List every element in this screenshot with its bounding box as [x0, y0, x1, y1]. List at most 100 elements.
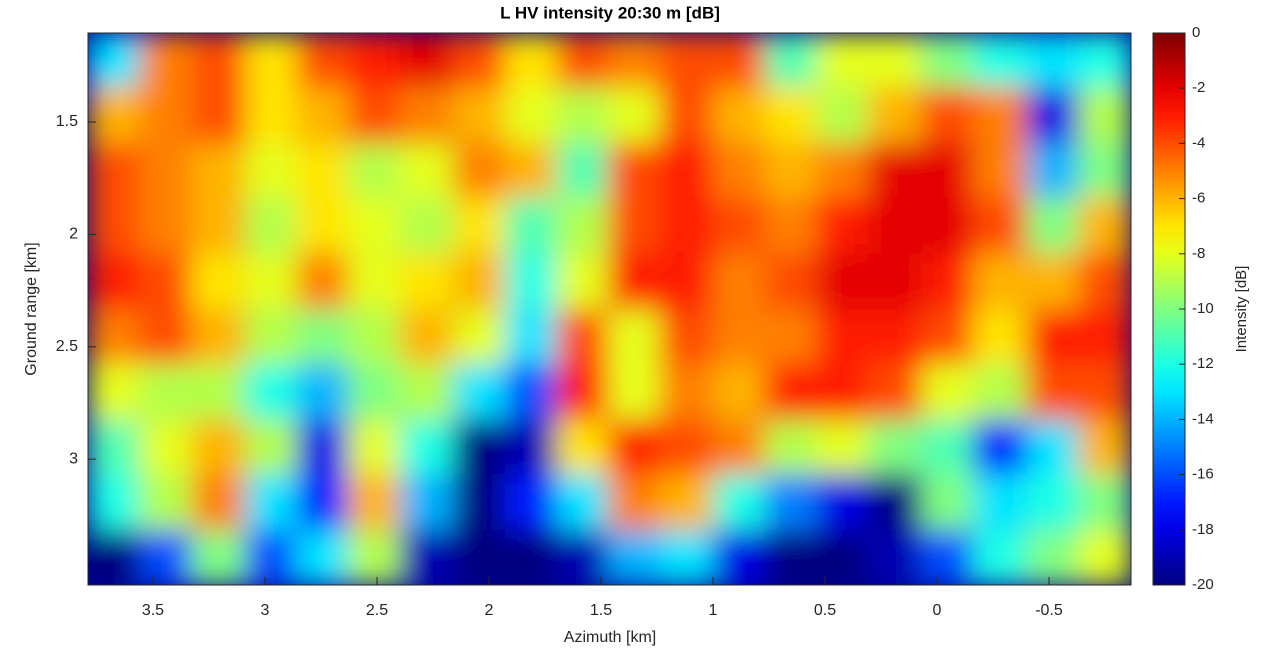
heatmap-cell	[191, 253, 245, 310]
heatmap-cell	[191, 143, 245, 200]
heatmap-cell	[1078, 197, 1131, 254]
heatmap-cell	[607, 530, 662, 585]
heatmap-cell	[504, 253, 559, 310]
heatmap-cell	[1026, 197, 1081, 254]
heatmap-cell	[399, 419, 454, 476]
heatmap-cell	[453, 363, 507, 420]
heatmap-cell	[556, 87, 610, 144]
heatmap-cell	[504, 363, 559, 420]
heatmap-cell	[139, 87, 194, 144]
heatmap-cell	[713, 419, 767, 476]
heatmap-cell	[399, 197, 454, 254]
heatmap-cell	[972, 530, 1027, 585]
heatmap-cell	[88, 363, 142, 420]
heatmap-cell	[1026, 530, 1081, 585]
colorbar-tick-label: -16	[1192, 466, 1214, 483]
heatmap-cell	[347, 530, 402, 585]
heatmap-cell	[1026, 419, 1081, 476]
heatmap-cell	[139, 253, 194, 310]
heatmap-cell	[659, 87, 713, 144]
heatmap-cell	[1026, 253, 1081, 310]
x-tick-label: 0.5	[814, 602, 836, 619]
heatmap-cell	[659, 473, 713, 530]
heatmap-cell	[399, 253, 454, 310]
heatmap-cell	[713, 87, 767, 144]
heatmap-cell	[399, 530, 454, 585]
heatmap-cell	[1026, 473, 1081, 530]
heatmap-cell	[659, 363, 713, 420]
x-tick-label: 2.5	[366, 602, 388, 619]
heatmap-cell	[921, 197, 975, 254]
heatmap-cell	[764, 143, 819, 200]
x-tick-label: 3	[261, 602, 270, 619]
heatmap-cell	[713, 363, 767, 420]
heatmap-cell	[607, 363, 662, 420]
heatmap-cell	[867, 530, 922, 585]
heatmap-cell	[1026, 309, 1081, 366]
heatmap-cell	[764, 530, 819, 585]
heatmap-cell	[88, 87, 142, 144]
heatmap-cell	[139, 530, 194, 585]
x-tick-label: 3.5	[142, 602, 164, 619]
y-tick-label: 2.5	[56, 338, 78, 355]
heatmap-cell	[556, 419, 610, 476]
heatmap-cell	[191, 87, 245, 144]
heatmap-cell	[88, 473, 142, 530]
heatmap-cell	[1078, 473, 1131, 530]
heatmap-cell	[244, 143, 299, 200]
heatmap-cell	[607, 419, 662, 476]
colorbar-tick-label: -10	[1192, 300, 1214, 317]
colorbar-tick-label: -2	[1192, 79, 1205, 96]
heatmap-cell	[816, 87, 870, 144]
heatmap-cell	[191, 33, 245, 90]
heatmap-cell	[244, 419, 299, 476]
heatmap-cell	[296, 309, 350, 366]
heatmap-cell	[556, 363, 610, 420]
heatmap-cell	[607, 87, 662, 144]
heatmap-cell	[1078, 530, 1131, 585]
heatmap-cell	[399, 309, 454, 366]
heatmap-cell	[139, 33, 194, 90]
heatmap-cell	[453, 33, 507, 90]
x-tick-label: 1.5	[590, 602, 612, 619]
heatmap-cell	[244, 253, 299, 310]
heatmap-cell	[191, 197, 245, 254]
heatmap-cell	[713, 309, 767, 366]
heatmap-cell	[347, 253, 402, 310]
heatmap-cell	[296, 530, 350, 585]
heatmap-cell	[191, 363, 245, 420]
heatmap-cell	[972, 33, 1027, 90]
heatmap-cell	[88, 253, 142, 310]
heatmap-cell	[659, 309, 713, 366]
heatmap-cell	[88, 419, 142, 476]
heatmap-cell	[88, 197, 142, 254]
heatmap-cell	[867, 309, 922, 366]
heatmap-cell	[972, 253, 1027, 310]
heatmap-cell	[347, 197, 402, 254]
heatmap-cell	[921, 143, 975, 200]
heatmap-cell	[1078, 33, 1131, 90]
colorbar-tick-label: 0	[1192, 24, 1200, 41]
x-tick-label: 1	[709, 602, 718, 619]
heatmap-cell	[713, 530, 767, 585]
heatmap-cell	[972, 143, 1027, 200]
heatmap-cell	[816, 253, 870, 310]
heatmap-cell	[867, 87, 922, 144]
heatmap-cell	[453, 473, 507, 530]
heatmap-cells	[88, 33, 1131, 585]
heatmap-cell	[972, 363, 1027, 420]
heatmap-cell	[556, 33, 610, 90]
heatmap-cell	[713, 143, 767, 200]
heatmap-cell	[296, 419, 350, 476]
heatmap-cell	[1078, 253, 1131, 310]
heatmap-cell	[347, 33, 402, 90]
colorbar-label: Intensity [dB]	[1233, 266, 1250, 353]
heatmap-cell	[816, 419, 870, 476]
heatmap-cell	[816, 309, 870, 366]
heatmap-cell	[191, 530, 245, 585]
heatmap-cell	[816, 363, 870, 420]
heatmap-cell	[764, 253, 819, 310]
plot-frame	[87, 32, 1132, 586]
x-tick-label: 2	[485, 602, 494, 619]
